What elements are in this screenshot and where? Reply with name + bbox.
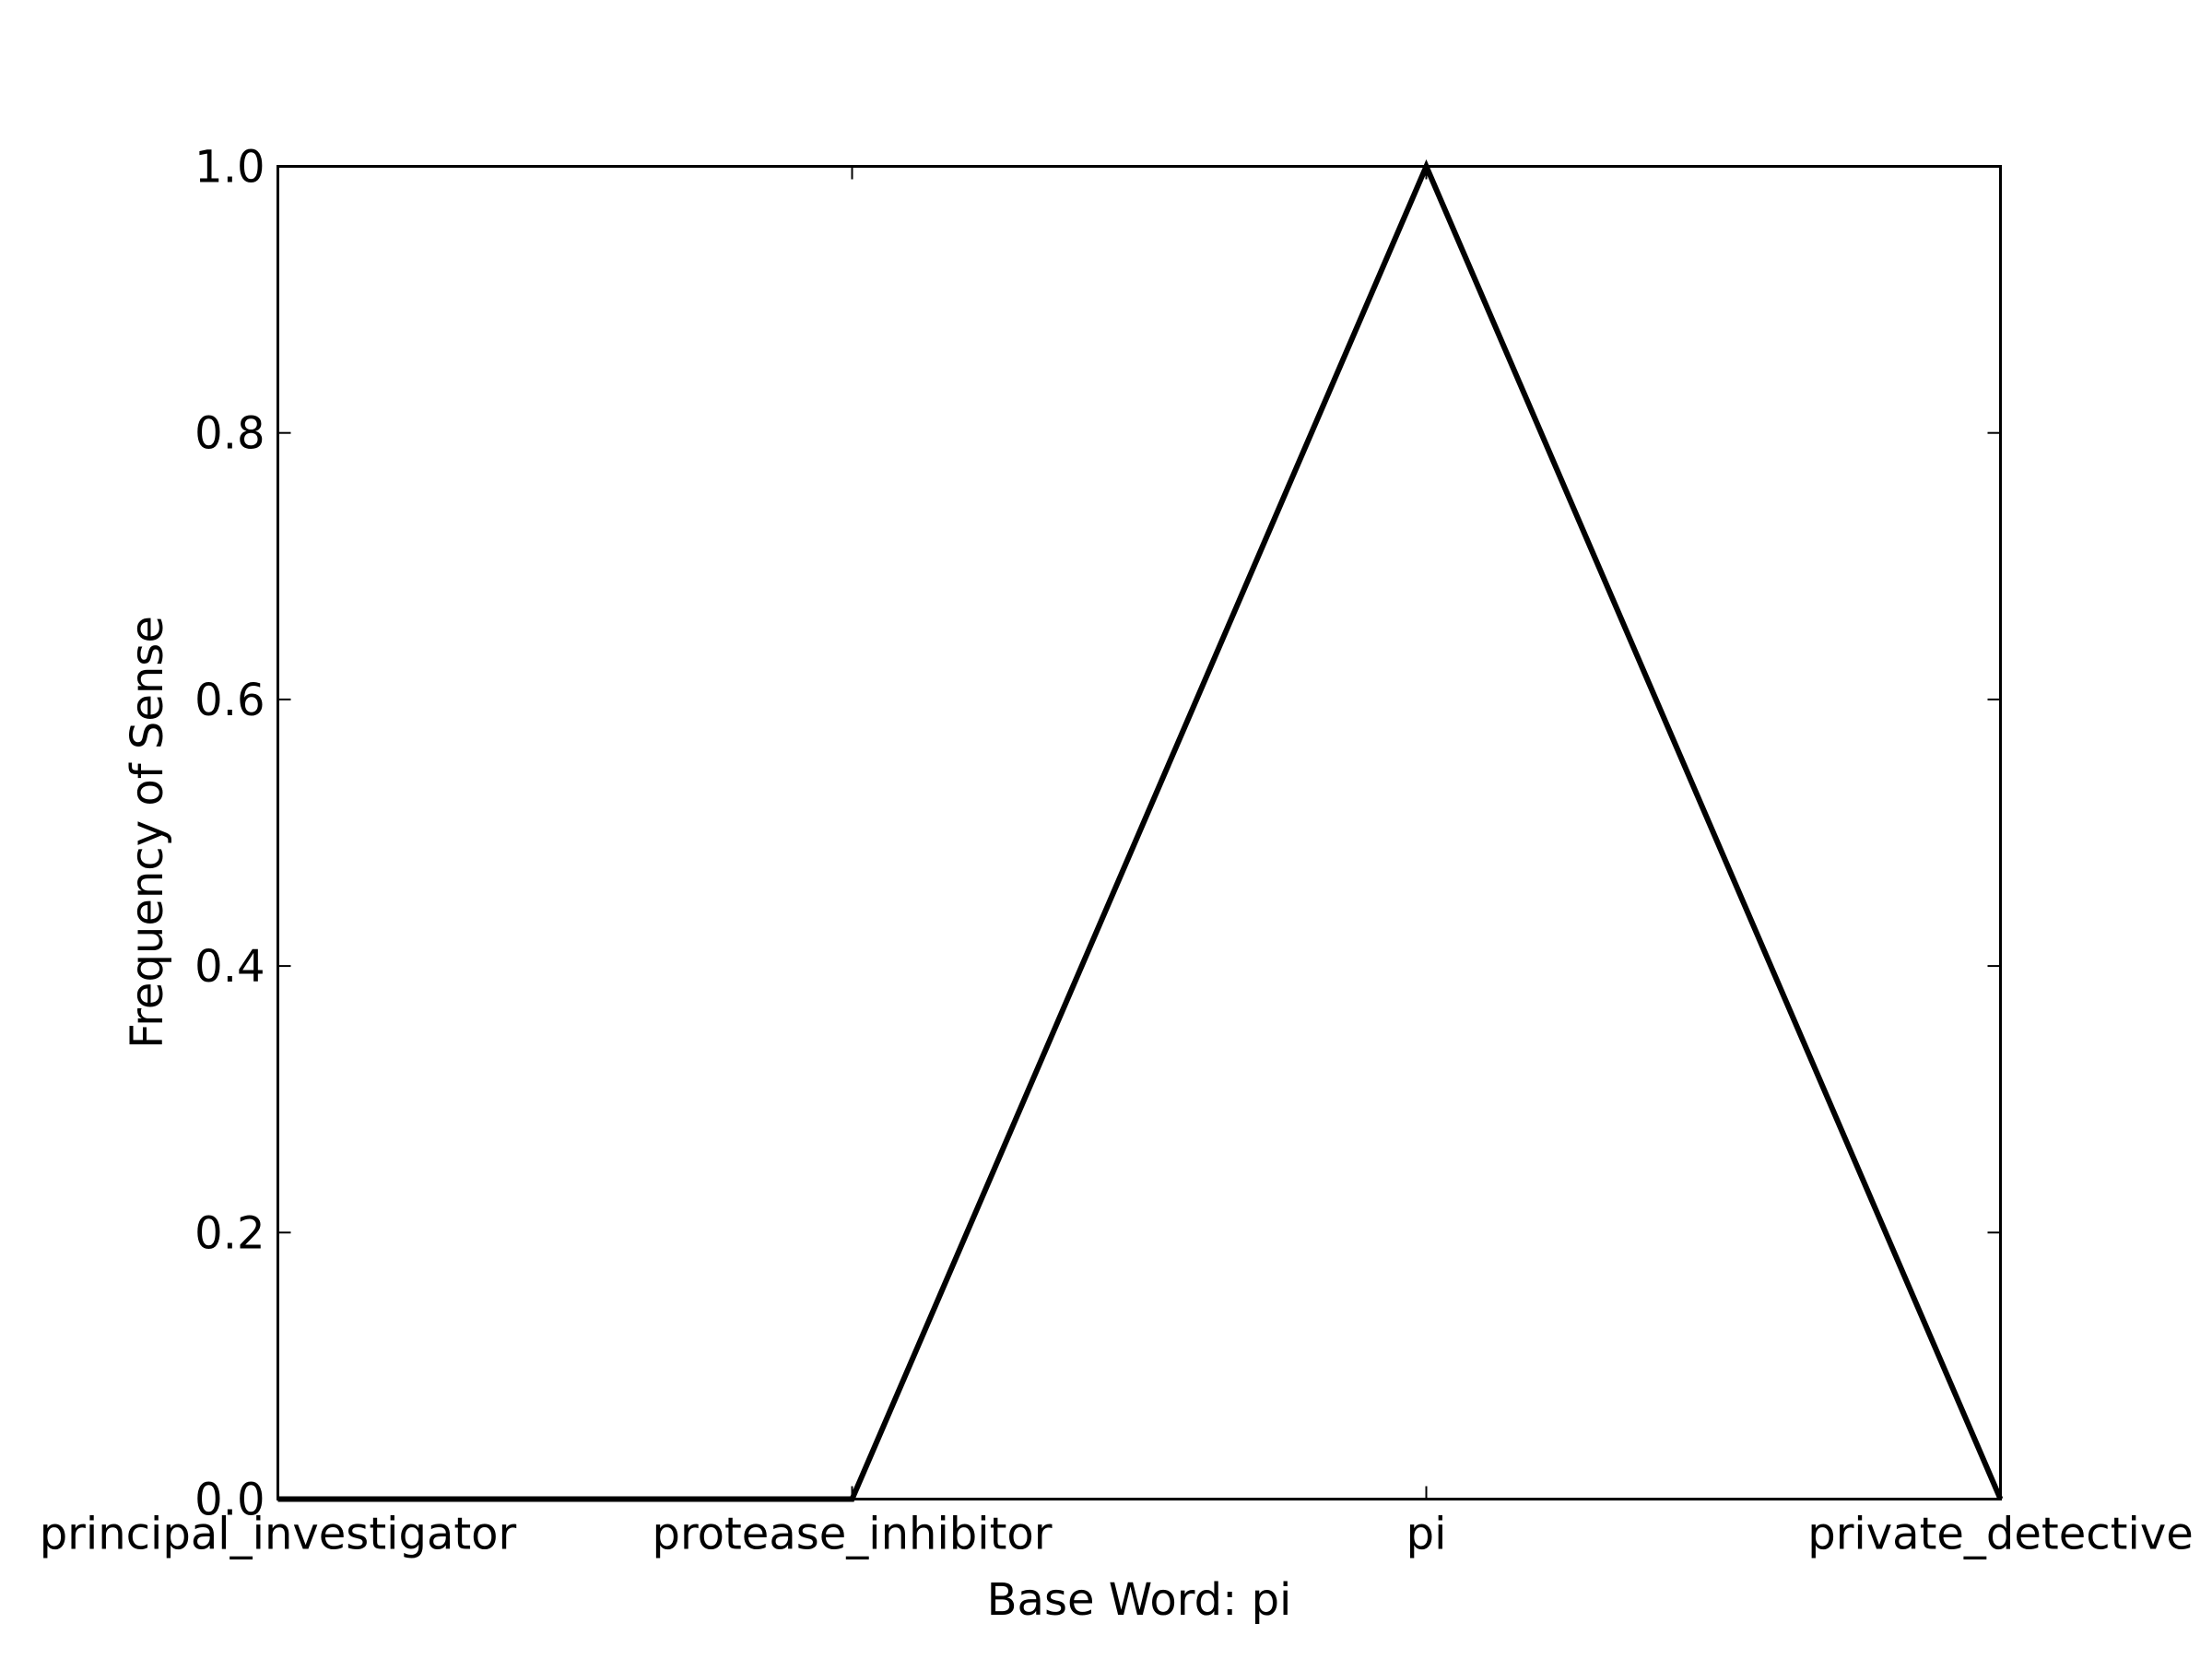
y-tick-label: 0.8 [194,408,265,460]
y-tick-labels: 0.0 0.2 0.4 0.6 0.8 1.0 [194,142,265,1526]
y-tick-label: 0.0 [194,1475,265,1526]
y-tick-label: 1.0 [194,142,265,194]
y-tick-label: 0.4 [194,941,265,993]
x-tick-label: principal_investigator [40,1509,517,1560]
y-axis-label: Frequency of Sense [122,616,173,1049]
x-tick-label: protease_inhibitor [652,1509,1052,1560]
plot-frame [276,165,2002,1500]
y-tick-label: 0.6 [194,675,265,726]
y-tick-label: 0.2 [194,1207,265,1259]
x-axis-label: Base Word: pi [987,1574,1292,1626]
x-tick-label: pi [1406,1509,1447,1560]
x-tick-label: private_detective [1807,1509,2194,1560]
x-tick-labels: principal_investigator protease_inhibitor… [40,1509,2194,1560]
